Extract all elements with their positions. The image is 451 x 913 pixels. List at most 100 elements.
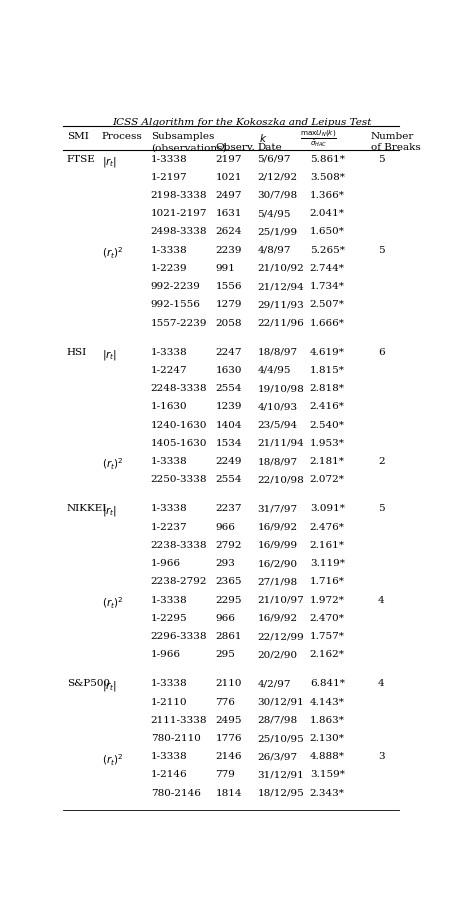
Text: 18/8/97: 18/8/97	[258, 348, 298, 357]
Text: (observations): (observations)	[151, 143, 226, 152]
Text: NIKKEI: NIKKEI	[67, 505, 107, 513]
Text: 6: 6	[378, 348, 385, 357]
Text: Subsamples: Subsamples	[151, 132, 214, 141]
Text: 28/7/98: 28/7/98	[258, 716, 298, 725]
Text: 25/1/99: 25/1/99	[258, 227, 298, 236]
Text: 2296-3338: 2296-3338	[151, 632, 207, 641]
Text: 19/10/98: 19/10/98	[258, 384, 304, 394]
Text: 22/10/98: 22/10/98	[258, 476, 304, 484]
Text: 2792: 2792	[216, 540, 242, 550]
Text: 2247: 2247	[216, 348, 242, 357]
Text: 21/10/92: 21/10/92	[258, 264, 304, 273]
Text: 1-2239: 1-2239	[151, 264, 187, 273]
Text: $|r_t|$: $|r_t|$	[102, 505, 117, 519]
Text: 1405-1630: 1405-1630	[151, 439, 207, 448]
Text: 1.716*: 1.716*	[310, 577, 345, 586]
Text: 16/9/99: 16/9/99	[258, 540, 298, 550]
Text: 1404: 1404	[216, 421, 242, 430]
Text: 1-2247: 1-2247	[151, 366, 187, 375]
Text: 21/11/94: 21/11/94	[258, 439, 304, 448]
Text: 2497: 2497	[216, 191, 242, 200]
Text: 2: 2	[378, 457, 385, 466]
Text: 1-3338: 1-3338	[151, 505, 187, 513]
Text: Process: Process	[102, 132, 143, 141]
Text: 2.130*: 2.130*	[310, 734, 345, 743]
Text: Observ.: Observ.	[216, 143, 255, 152]
Text: 4/8/97: 4/8/97	[258, 246, 291, 255]
Text: 5.861*: 5.861*	[310, 154, 345, 163]
Text: 3.091*: 3.091*	[310, 505, 345, 513]
Text: 1.650*: 1.650*	[310, 227, 345, 236]
Text: 2238-2792: 2238-2792	[151, 577, 207, 586]
Text: 3.159*: 3.159*	[310, 771, 345, 780]
Text: 26/3/97: 26/3/97	[258, 752, 298, 761]
Text: $\dfrac{\max U_N(k)}{\hat{\sigma}_{HAC}}$: $\dfrac{\max U_N(k)}{\hat{\sigma}_{HAC}}…	[300, 128, 337, 149]
Text: 21/10/97: 21/10/97	[258, 595, 304, 604]
Text: 1-3338: 1-3338	[151, 457, 187, 466]
Text: 1021-2197: 1021-2197	[151, 209, 207, 218]
Text: 4/2/97: 4/2/97	[258, 679, 291, 688]
Text: $|r_t|$: $|r_t|$	[102, 348, 117, 362]
Text: 25/10/95: 25/10/95	[258, 734, 304, 743]
Text: 2554: 2554	[216, 384, 242, 394]
Text: 780-2110: 780-2110	[151, 734, 201, 743]
Text: 1814: 1814	[216, 789, 242, 798]
Text: 1-3338: 1-3338	[151, 246, 187, 255]
Text: 23/5/94: 23/5/94	[258, 421, 298, 430]
Text: 2198-3338: 2198-3338	[151, 191, 207, 200]
Text: SMI: SMI	[67, 132, 89, 141]
Text: $(r_t)^2$: $(r_t)^2$	[102, 246, 123, 261]
Text: 1.972*: 1.972*	[310, 595, 345, 604]
Text: 1-3338: 1-3338	[151, 679, 187, 688]
Text: 3.119*: 3.119*	[310, 559, 345, 568]
Text: 3.508*: 3.508*	[310, 173, 345, 182]
Text: 1.953*: 1.953*	[310, 439, 345, 448]
Text: 1-3338: 1-3338	[151, 595, 187, 604]
Text: 2146: 2146	[216, 752, 242, 761]
Text: 2624: 2624	[216, 227, 242, 236]
Text: Date: Date	[258, 143, 282, 152]
Text: 1-3338: 1-3338	[151, 154, 187, 163]
Text: 1631: 1631	[216, 209, 242, 218]
Text: 2.540*: 2.540*	[310, 421, 345, 430]
Text: 4.143*: 4.143*	[310, 698, 345, 707]
Text: 16/9/92: 16/9/92	[258, 522, 298, 531]
Text: 2111-3338: 2111-3338	[151, 716, 207, 725]
Text: 2249: 2249	[216, 457, 242, 466]
Text: 1556: 1556	[216, 282, 242, 291]
Text: 30/7/98: 30/7/98	[258, 191, 298, 200]
Text: 18/12/95: 18/12/95	[258, 789, 304, 798]
Text: 2.161*: 2.161*	[310, 540, 345, 550]
Text: 2.470*: 2.470*	[310, 614, 345, 623]
Text: 5/4/95: 5/4/95	[258, 209, 291, 218]
Text: 966: 966	[216, 522, 235, 531]
Text: 2.744*: 2.744*	[310, 264, 345, 273]
Text: 2295: 2295	[216, 595, 242, 604]
Text: 2.416*: 2.416*	[310, 403, 345, 412]
Text: 2.476*: 2.476*	[310, 522, 345, 531]
Text: 4.619*: 4.619*	[310, 348, 345, 357]
Text: 1.815*: 1.815*	[310, 366, 345, 375]
Text: 1.666*: 1.666*	[310, 319, 345, 328]
Text: 1.863*: 1.863*	[310, 716, 345, 725]
Text: 5: 5	[378, 246, 385, 255]
Text: 2.072*: 2.072*	[310, 476, 345, 484]
Text: 1.734*: 1.734*	[310, 282, 345, 291]
Text: 31/12/91: 31/12/91	[258, 771, 304, 780]
Text: 293: 293	[216, 559, 235, 568]
Text: 5.265*: 5.265*	[310, 246, 345, 255]
Text: 2495: 2495	[216, 716, 242, 725]
Text: $(r_t)^2$: $(r_t)^2$	[102, 457, 123, 472]
Text: 1776: 1776	[216, 734, 242, 743]
Text: 4/4/95: 4/4/95	[258, 366, 291, 375]
Text: 2.041*: 2.041*	[310, 209, 345, 218]
Text: S&P500: S&P500	[67, 679, 110, 688]
Text: 3: 3	[378, 752, 385, 761]
Text: $|r_t|$: $|r_t|$	[102, 154, 117, 169]
Text: 2238-3338: 2238-3338	[151, 540, 207, 550]
Text: 29/11/93: 29/11/93	[258, 300, 304, 310]
Text: 1021: 1021	[216, 173, 242, 182]
Text: of Breaks: of Breaks	[371, 143, 421, 152]
Text: 1279: 1279	[216, 300, 242, 310]
Text: 1-2237: 1-2237	[151, 522, 187, 531]
